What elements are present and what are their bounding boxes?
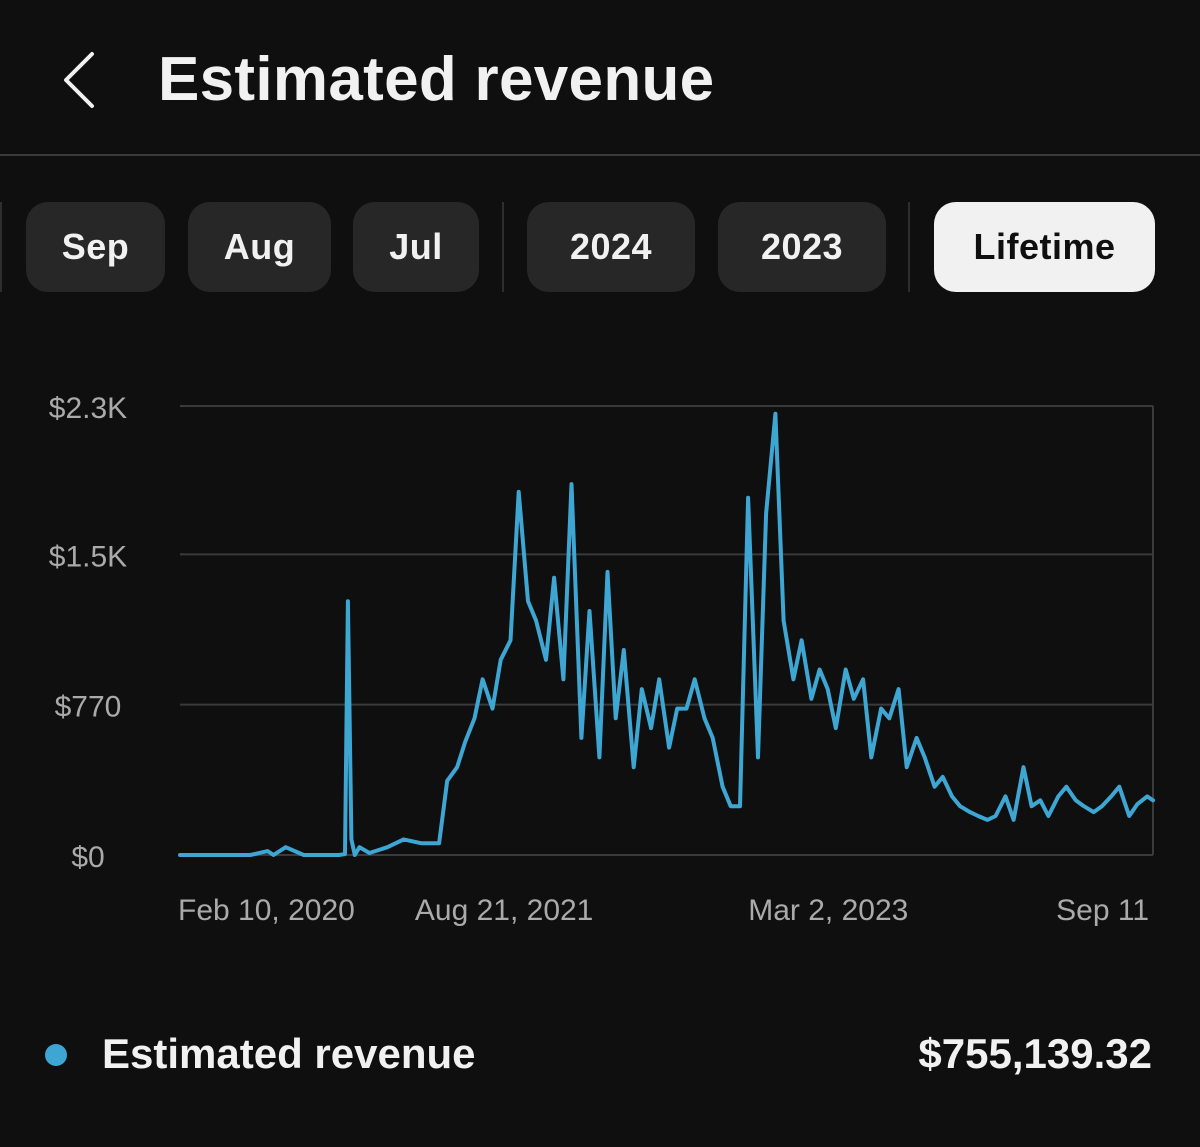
x-tick-label: Sep 11 [1056, 894, 1149, 927]
legend-value: $755,139.32 [918, 1030, 1152, 1077]
y-tick-label: $2.3K [49, 392, 127, 425]
chip-lifetime[interactable]: Lifetime [934, 202, 1155, 292]
back-button[interactable] [40, 40, 120, 120]
x-tick-label: Feb 10, 2020 [178, 894, 355, 927]
chip-2023[interactable]: 2023 [718, 202, 886, 292]
chip-divider [502, 202, 504, 292]
legend-label: Estimated revenue [102, 1030, 476, 1077]
revenue-chart: $0 $770 $1.5K $2.3K Feb 10, 2020 Aug 21, 2021… [0, 370, 1200, 950]
x-tick-label: Aug 21, 2021 [415, 894, 594, 927]
y-tick-label: $770 [55, 691, 122, 724]
chip-sep[interactable]: Sep [26, 202, 165, 292]
chip-jul[interactable]: Jul [353, 202, 479, 292]
chip-2024[interactable]: 2024 [527, 202, 695, 292]
header: Estimated revenue [0, 0, 1200, 156]
x-tick-label: Mar 2, 2023 [748, 894, 908, 927]
legend-dot [45, 1044, 67, 1066]
page-title: Estimated revenue [158, 45, 715, 114]
chip-divider [0, 202, 2, 292]
date-range-chips: Sep Aug Jul 2024 2023 Lifetime [0, 202, 1200, 292]
chevron-left-icon [64, 52, 94, 108]
revenue-chart-svg: $0 $770 $1.5K $2.3K Feb 10, 2020 Aug 21, 2021… [49, 392, 1155, 927]
chip-divider [908, 202, 910, 292]
legend-row: Estimated revenue $755,139.32 [0, 1010, 1200, 1100]
y-tick-label: $0 [71, 841, 104, 874]
y-tick-label: $1.5K [49, 540, 127, 573]
series-line-estimated-revenue [178, 411, 1155, 857]
chip-aug[interactable]: Aug [188, 202, 331, 292]
